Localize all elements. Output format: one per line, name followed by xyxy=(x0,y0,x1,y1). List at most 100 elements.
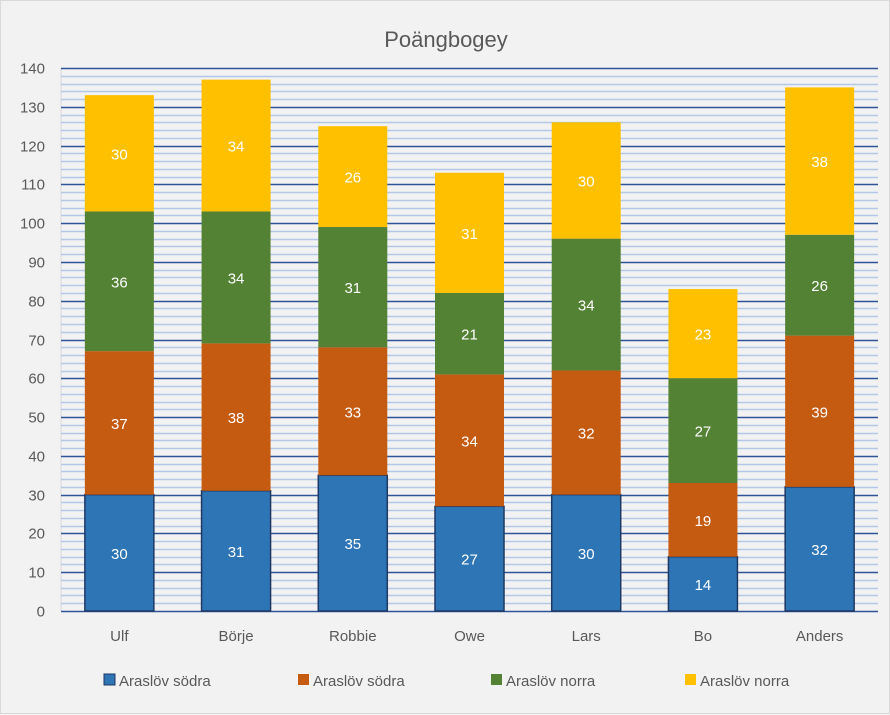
data-label: 27 xyxy=(461,552,478,569)
y-tick-label: 10 xyxy=(28,565,45,582)
data-label: 36 xyxy=(111,274,128,291)
data-label: 34 xyxy=(228,139,245,156)
bar-segment xyxy=(84,95,154,212)
data-label: 33 xyxy=(344,404,361,421)
bar-segment xyxy=(201,343,271,491)
data-label: 34 xyxy=(461,433,478,450)
y-tick-label: 30 xyxy=(28,488,45,505)
data-label: 34 xyxy=(578,298,595,315)
bar-segment xyxy=(668,378,738,484)
bar-segment xyxy=(84,493,155,612)
data-label: 30 xyxy=(578,173,595,190)
data-label: 39 xyxy=(811,404,828,421)
y-tick-label: 40 xyxy=(28,449,45,466)
bar-segment xyxy=(435,374,504,507)
bar-segment xyxy=(317,474,389,612)
data-label: 32 xyxy=(578,426,595,443)
bar-stack-robbie: 35 33 31 26 xyxy=(317,126,389,612)
x-tick-label: Robbie xyxy=(329,628,377,645)
bar-segment xyxy=(784,486,855,612)
legend-swatch xyxy=(491,674,502,685)
y-tick-label: 0 xyxy=(37,604,45,621)
y-tick-label: 110 xyxy=(21,177,45,194)
bar-segment xyxy=(318,347,388,476)
data-label: 26 xyxy=(811,278,828,295)
data-label: 37 xyxy=(111,416,128,433)
y-tick-label: 120 xyxy=(20,139,45,156)
bar-segment xyxy=(84,211,154,352)
data-label: 31 xyxy=(344,280,361,297)
bar-segment xyxy=(551,238,621,371)
bar-segment xyxy=(785,234,855,336)
bar-segment xyxy=(551,122,621,239)
data-label: 21 xyxy=(461,327,478,344)
x-tick-label: Börje xyxy=(219,628,254,645)
x-axis: Ulf Börje Robbie Owe Lars Bo Anders xyxy=(110,628,843,645)
bar-stack-lars: 30 32 34 30 xyxy=(550,122,622,612)
y-tick-label: 70 xyxy=(28,333,45,350)
y-tick-label: 100 xyxy=(20,216,45,233)
bar-segment xyxy=(318,126,388,228)
bar-segment xyxy=(201,211,271,344)
data-label: 19 xyxy=(695,513,712,530)
bar-stack-anders: 32 39 26 38 xyxy=(784,87,855,612)
y-tick-label: 140 xyxy=(20,61,45,78)
data-label: 38 xyxy=(811,154,828,171)
data-label: 23 xyxy=(695,327,712,344)
y-tick-label: 60 xyxy=(28,371,45,388)
legend-item: Araslöv norra xyxy=(491,673,596,690)
chart-title: Poängbogey xyxy=(384,27,508,52)
bar-segment xyxy=(84,351,154,495)
bar-segment xyxy=(668,483,738,557)
legend-label: Araslöv södra xyxy=(313,673,405,690)
bars: 3037363031383434353331262734213130323430… xyxy=(84,79,855,612)
legend-swatch xyxy=(298,674,309,685)
bar-segment xyxy=(201,79,271,212)
legend-swatch xyxy=(103,673,116,686)
data-label: 26 xyxy=(344,170,361,187)
bar-stack-börje: 31 38 34 34 xyxy=(200,79,272,612)
bar-segment xyxy=(434,505,505,612)
data-label: 30 xyxy=(111,146,128,163)
x-tick-label: Lars xyxy=(572,628,601,645)
x-tick-label: Ulf xyxy=(110,628,129,645)
legend-item: Araslöv södra xyxy=(298,673,405,690)
legend-label: Araslöv norra xyxy=(700,673,790,690)
data-label: 30 xyxy=(578,546,595,563)
bar-segment xyxy=(435,292,504,375)
legend: Araslöv södra Araslöv södra Araslöv norra A… xyxy=(103,673,790,690)
x-tick-label: Anders xyxy=(796,628,844,645)
legend-label: Araslöv norra xyxy=(506,673,596,690)
bar-segment xyxy=(551,370,621,495)
legend-swatch xyxy=(685,674,696,685)
data-label: 31 xyxy=(461,226,478,243)
legend-item: Araslöv södra xyxy=(103,673,211,690)
bar-segment xyxy=(668,289,738,379)
data-label: 38 xyxy=(228,410,245,427)
bar-stack-owe: 27 34 21 31 xyxy=(434,172,505,612)
bar-stack-bo: 14 19 27 23 xyxy=(667,289,739,612)
data-label: 27 xyxy=(695,424,712,441)
bar-stack-ulf: 30 37 36 30 xyxy=(84,95,155,612)
legend-label: Araslöv södra xyxy=(119,673,211,690)
y-tick-label: 50 xyxy=(28,410,45,427)
y-axis: 0 10 20 30 40 50 60 70 80 90 100 110 120 130 140 xyxy=(20,61,45,621)
data-label: 31 xyxy=(228,544,245,561)
bar-segment xyxy=(785,335,855,487)
bar-segment xyxy=(200,490,272,612)
bar-segment xyxy=(435,172,504,293)
y-tick-label: 20 xyxy=(28,526,45,543)
legend-item: Araslöv norra xyxy=(685,673,790,690)
x-tick-label: Bo xyxy=(694,628,712,645)
data-label: 35 xyxy=(344,536,361,553)
y-tick-label: 90 xyxy=(28,255,45,272)
y-tick-label: 80 xyxy=(28,294,45,311)
data-label: 34 xyxy=(228,270,245,287)
bar-segment xyxy=(785,87,855,235)
bar-segment xyxy=(318,227,388,348)
data-label: 32 xyxy=(811,542,828,559)
y-tick-label: 130 xyxy=(20,100,45,117)
data-label: 30 xyxy=(111,546,128,563)
data-label: 14 xyxy=(695,577,712,594)
